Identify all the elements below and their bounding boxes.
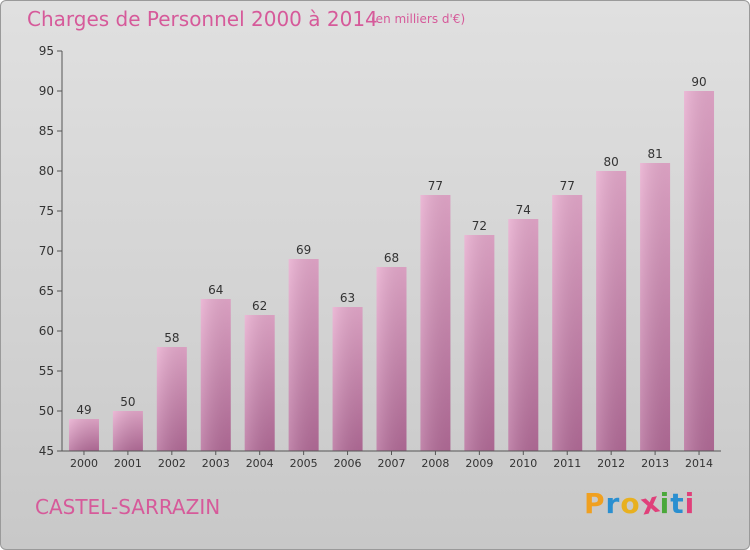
logo-letter: i <box>659 487 671 520</box>
bar-shade <box>508 219 539 451</box>
y-tick-label: 70 <box>39 244 54 258</box>
data-label: 64 <box>208 283 223 297</box>
x-tick-label: 2003 <box>202 457 230 470</box>
x-tick-label: 2013 <box>641 457 669 470</box>
y-tick-label: 85 <box>39 124 54 138</box>
data-label: 58 <box>164 331 179 345</box>
data-label: 62 <box>252 299 267 313</box>
x-tick-label: 2005 <box>290 457 318 470</box>
x-tick-label: 2006 <box>334 457 362 470</box>
commune-name: CASTEL-SARRAZIN <box>35 495 221 519</box>
y-tick-label: 50 <box>39 404 54 418</box>
y-tick-label: 60 <box>39 324 54 338</box>
x-tick-label: 2009 <box>465 457 493 470</box>
x-tick-label: 2010 <box>509 457 537 470</box>
data-label: 69 <box>296 243 311 257</box>
bar-shade <box>596 171 627 451</box>
data-label: 50 <box>120 395 135 409</box>
proxiti-logo[interactable]: Proxiti <box>584 485 696 521</box>
logo-letter: t <box>670 487 685 520</box>
y-tick-label: 80 <box>39 164 54 178</box>
logo-letter: P <box>584 487 606 520</box>
data-label: 77 <box>560 179 575 193</box>
bar-shade <box>156 347 187 451</box>
bar-shade <box>200 299 231 451</box>
x-tick-label: 2008 <box>421 457 449 470</box>
data-label: 81 <box>647 147 662 161</box>
y-tick-label: 95 <box>39 44 54 58</box>
bar-shade <box>332 307 363 451</box>
data-label: 77 <box>428 179 443 193</box>
bar-shade <box>112 411 143 451</box>
data-label: 63 <box>340 291 355 305</box>
data-label: 72 <box>472 219 487 233</box>
bar-shade <box>244 315 275 451</box>
x-tick-label: 2000 <box>70 457 98 470</box>
x-tick-label: 2002 <box>158 457 186 470</box>
y-tick-label: 55 <box>39 364 54 378</box>
data-label: 90 <box>691 75 706 89</box>
x-tick-label: 2004 <box>246 457 274 470</box>
unit-note: (en milliers d'€) <box>371 12 466 26</box>
logo-letter: i <box>684 487 696 520</box>
bars-group: 49 50 58 64 62 69 63 68 77 72 74 77 80 81 90 <box>68 75 715 451</box>
y-tick-label: 45 <box>39 444 54 458</box>
bar-shade <box>376 267 407 451</box>
x-tick-label: 2011 <box>553 457 581 470</box>
bar-shade <box>552 195 583 451</box>
x-tick-label: 2001 <box>114 457 142 470</box>
y-tick-label: 90 <box>39 84 54 98</box>
bar-shade <box>464 235 495 451</box>
bar-shade <box>420 195 451 451</box>
y-tick-label: 65 <box>39 284 54 298</box>
logo-letter: r <box>605 487 621 520</box>
bar-shade <box>68 419 99 451</box>
x-tick-label: 2014 <box>685 457 713 470</box>
data-label: 49 <box>76 403 91 417</box>
chart-title: Charges de Personnel 2000 à 2014 <box>27 7 378 31</box>
x-tick-label: 2007 <box>378 457 406 470</box>
bar-shade <box>640 163 671 451</box>
data-label: 74 <box>516 203 531 217</box>
data-label: 68 <box>384 251 399 265</box>
logo-letter: o <box>620 487 641 520</box>
bar-shade <box>684 91 715 451</box>
y-tick-label: 75 <box>39 204 54 218</box>
x-tick-label: 2012 <box>597 457 625 470</box>
bar-shade <box>288 259 319 451</box>
data-label: 80 <box>604 155 619 169</box>
axes-group: 2000 2001 2002 2003 2004 2005 2006 2007 2008 2009… <box>39 44 721 470</box>
